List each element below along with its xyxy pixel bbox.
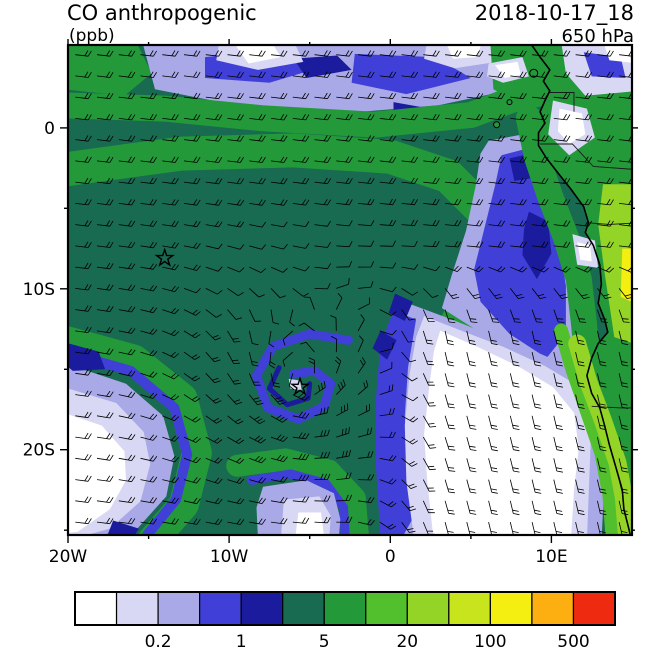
- contour-region-coastal-medgreen-south: [554, 323, 620, 535]
- plot-datetime: 2018-10-17_18: [474, 1, 634, 25]
- wind-barbs-layer: [75, 50, 632, 535]
- colorbar-cell: [489, 591, 533, 626]
- colorbar-cell: [240, 591, 284, 626]
- map-area: 20W 10W 0 10E 0 10S 20S: [23, 39, 638, 567]
- colorbar: 0.2 1 5 20 100 500: [74, 591, 616, 652]
- star-marker-1: [154, 247, 175, 267]
- colorbar-cell: [365, 591, 408, 626]
- colorbar-cell: [406, 591, 450, 626]
- colorbar-tick-label: 100: [474, 632, 506, 652]
- axes-layer: 20W 10W 0 10E 0 10S 20S: [23, 39, 638, 567]
- contour-region-southzone-navy-1: [388, 293, 413, 321]
- country-borders: [540, 92, 632, 409]
- contour-region-lowerleft-white: [68, 414, 126, 533]
- contour-region-bottomcenter-blue-arc: [247, 469, 350, 535]
- contour-region-coastal-green-band: [515, 105, 600, 367]
- colorbar-cell: [282, 591, 325, 626]
- colorbar-cell: [448, 591, 491, 626]
- colorbar-tick-label: 0.2: [145, 632, 172, 652]
- contour-region-gulf-cloud-white: [495, 61, 521, 78]
- colorbar-cell: [572, 591, 616, 626]
- contour-region-lowerleft-green-ring: [68, 326, 212, 535]
- plot-units-label: (ppb): [69, 26, 115, 46]
- contour-region-southzone-white: [424, 330, 579, 535]
- contour-region-top-white-west: [235, 45, 281, 64]
- contour-region-bottomcenter-green-arc: [226, 448, 369, 535]
- colorbar-cell: [531, 591, 575, 626]
- colorbar-cell: [157, 591, 201, 626]
- colorbar-tick-label: 500: [557, 632, 589, 652]
- plot-pressure-level: 650 hPa: [561, 26, 634, 47]
- y-axis-tick-label: 10S: [23, 280, 55, 300]
- island-marker: [529, 68, 539, 78]
- x-axis-tick-label: 10W: [210, 547, 249, 567]
- colorbar-frame: [74, 591, 616, 626]
- colorbar-tick-label: 1: [236, 632, 247, 652]
- colorbar-cell: [74, 591, 118, 626]
- x-axis-tick-label: 10E: [535, 547, 567, 567]
- coastline-path: [530, 45, 632, 535]
- y-axis-tick-label: 0: [44, 119, 55, 139]
- island-marker: [493, 121, 501, 129]
- contour-region-vortex-blue-swirl: [252, 329, 353, 424]
- contour-region-southzone-blue-west: [375, 311, 417, 535]
- contour-region-equatorial-green-band: [68, 79, 546, 138]
- x-axis-tick-label: 0: [385, 547, 396, 567]
- y-axis-tick-label: 20S: [23, 441, 55, 461]
- island-marker: [506, 99, 513, 106]
- contour-region-land-yellow: [620, 248, 632, 302]
- contour-region-top-navy: [293, 55, 352, 78]
- contour-region-lowerleft-navy-2: [107, 520, 139, 535]
- contour-region-lowerleft-blue-ring: [68, 347, 193, 535]
- contour-region-land-white-2: [577, 242, 592, 262]
- contour-region-topright-white: [604, 45, 632, 63]
- contour-region-bottomcenter-white: [295, 512, 324, 535]
- colorbar-cell: [323, 591, 367, 626]
- contour-region-corridor-navy-1: [522, 211, 552, 280]
- contour-region-lowerleft-navy-1: [68, 343, 106, 371]
- x-axis-tick-label: 20W: [49, 547, 88, 567]
- colorbar-tick-label: 5: [319, 632, 330, 652]
- contour-region-top-left-green: [68, 45, 152, 96]
- contour-region-southzone-navy-2: [372, 330, 397, 360]
- map-frame: [66, 43, 634, 537]
- star-marker-2: [289, 376, 311, 396]
- colorbar-tick-label: 20: [396, 632, 418, 652]
- plot-title: CO anthropogenic: [67, 1, 257, 25]
- colorbar-cell: [199, 591, 242, 626]
- colorbar-cell: [115, 591, 159, 626]
